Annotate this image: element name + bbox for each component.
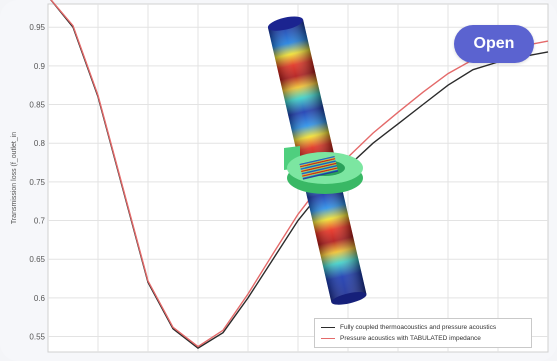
y-tick-label: 0.95 — [29, 23, 45, 32]
series-line-2 — [50, 0, 549, 348]
y-axis-label: Transmission loss (f_outlet_in — [11, 132, 18, 224]
y-tick-label: 0.65 — [29, 255, 45, 264]
legend-label: Fully coupled thermoacoustics and pressu… — [340, 324, 497, 331]
y-tick-label: 0.85 — [29, 101, 45, 110]
open-button[interactable]: Open — [454, 25, 534, 63]
y-tick-label: 0.7 — [34, 217, 46, 226]
tube-top-cap — [267, 16, 304, 31]
legend-swatch — [321, 338, 335, 339]
y-tick-label: 0.8 — [34, 139, 46, 148]
tube-front-slice — [299, 155, 339, 180]
y-tick-label: 0.9 — [34, 62, 46, 71]
legend-entry: Fully coupled thermoacoustics and pressu… — [321, 322, 525, 333]
tube-front-segment — [299, 155, 339, 180]
chart-legend: Fully coupled thermoacoustics and pressu… — [314, 318, 532, 348]
legend-entry: Pressure acoustics with TABULATED impeda… — [321, 333, 525, 344]
y-tick-label: 0.75 — [29, 178, 45, 187]
legend-swatch — [321, 327, 335, 328]
tube-bottom-cap — [331, 292, 367, 305]
y-tick-label: 0.55 — [29, 333, 45, 342]
legend-label: Pressure acoustics with TABULATED impeda… — [340, 335, 481, 342]
y-tick-label: 0.6 — [34, 294, 46, 303]
